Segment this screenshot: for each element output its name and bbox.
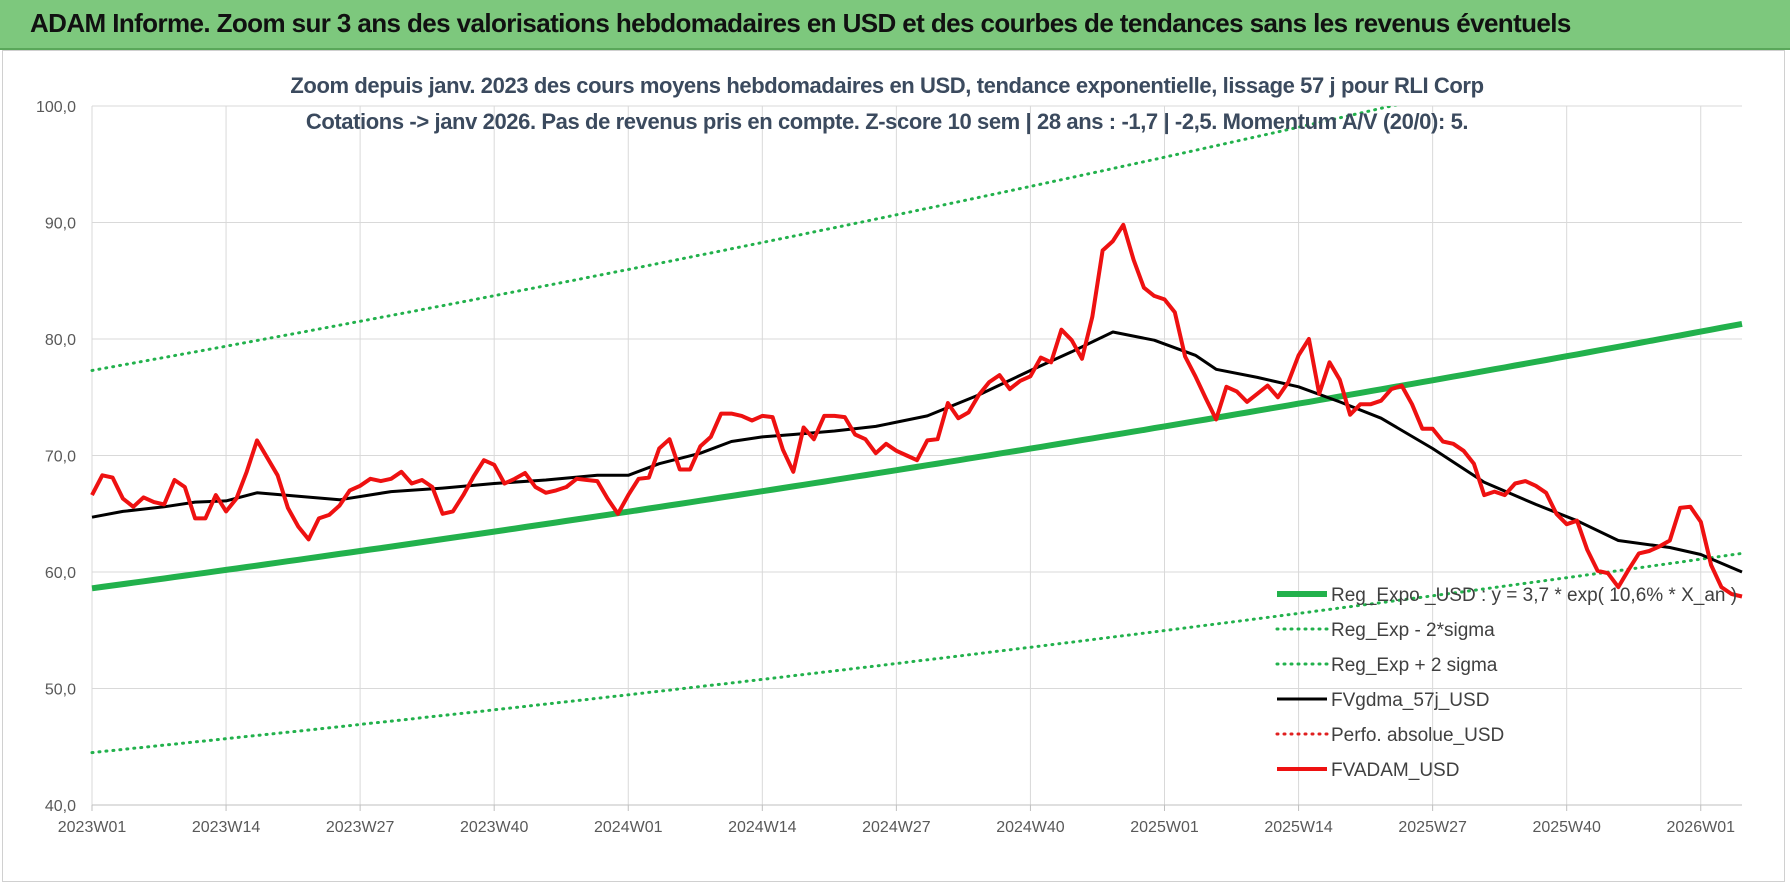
axis-ticks: 40,0 50,0 60,0 70,0 80,0 90,0 100,0 2023W01 2023… (36, 99, 1735, 836)
chart-subtitle-line-1: Zoom depuis janv. 2023 des cours moyens … (290, 73, 1483, 98)
x-tick-label: 2023W27 (326, 819, 395, 836)
y-tick-label: 90,0 (45, 216, 76, 233)
x-tick-label: 2024W01 (594, 819, 663, 836)
series-line-3 (91, 330, 1743, 574)
legend-label-5: FVADAM_USD (1331, 760, 1459, 781)
x-tick-label: 2024W40 (996, 819, 1065, 836)
x-tick-label: 2025W40 (1532, 819, 1601, 836)
legend-label-3: FVgdma_57j_USD (1331, 690, 1489, 711)
x-tick-label: 2023W40 (460, 819, 529, 836)
x-tick-label: 2025W27 (1398, 819, 1467, 836)
y-tick-label: 50,0 (45, 682, 76, 699)
series-line-1 (90, 551, 1744, 755)
legend-label-1: Reg_Exp - 2*sigma (1331, 620, 1495, 641)
y-tick-label: 70,0 (45, 449, 76, 466)
x-tick-label: 2024W27 (862, 819, 931, 836)
x-tick-label: 2025W01 (1130, 819, 1199, 836)
chart-subtitle-line-2: Cotations -> janv 2026. Pas de revenus p… (306, 109, 1468, 134)
series-layer (90, 106, 1744, 755)
chart-frame (2, 50, 1785, 882)
series-line-5 (90, 222, 1743, 599)
x-tick-label: 2023W14 (192, 819, 261, 836)
series-line-0 (91, 320, 1743, 592)
x-tick-label: 2026W01 (1667, 819, 1736, 836)
y-tick-label: 100,0 (36, 99, 76, 116)
title-banner: ADAM Informe. Zoom sur 3 ans des valoris… (0, 0, 1790, 50)
y-tick-label: 80,0 (45, 332, 76, 349)
page-title: ADAM Informe. Zoom sur 3 ans des valoris… (30, 8, 1571, 38)
series-line-2 (90, 106, 1399, 372)
legend-label-2: Reg_Exp + 2 sigma (1331, 655, 1498, 676)
legend: Reg_Expo _USD : y = 3,7 * exp( 10,6% * X… (1275, 585, 1737, 781)
legend-label-0: Reg_Expo _USD : y = 3,7 * exp( 10,6% * X… (1331, 585, 1737, 606)
y-tick-label: 40,0 (45, 798, 76, 815)
x-tick-label: 2023W01 (58, 819, 127, 836)
x-tick-label: 2024W14 (728, 819, 797, 836)
y-tick-label: 60,0 (45, 565, 76, 582)
x-tick-label: 2025W14 (1264, 819, 1333, 836)
grid (91, 105, 1742, 811)
legend-label-4: Perfo. absolue_USD (1331, 725, 1504, 746)
